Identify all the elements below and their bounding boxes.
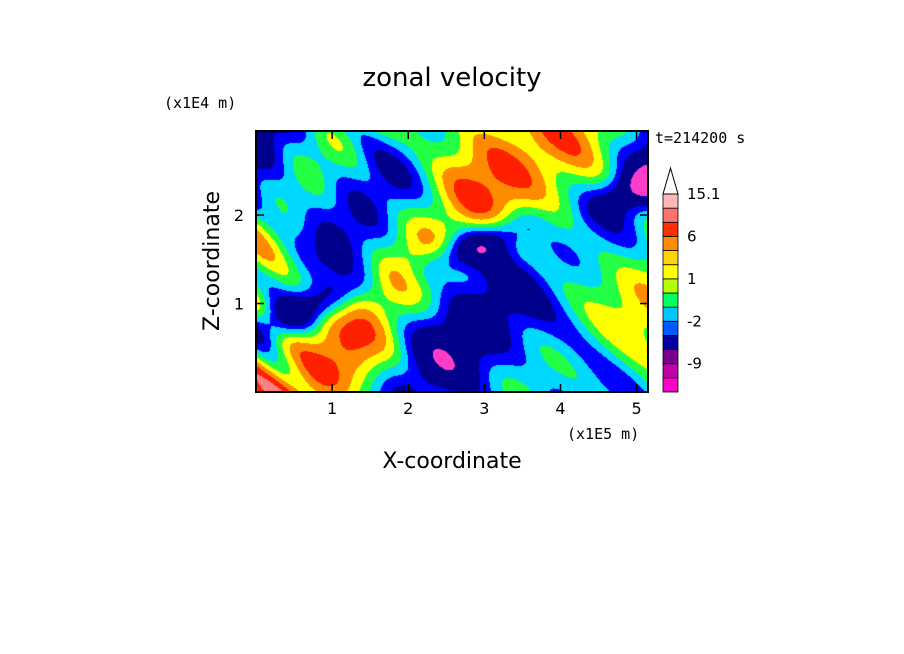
heatmap-field — [256, 131, 648, 392]
heatmap-image — [256, 131, 648, 392]
x-scale-label: (x1E5 m) — [567, 425, 639, 443]
chart-title: zonal velocity — [362, 63, 541, 93]
colorbar-tick-label: -9 — [687, 355, 702, 373]
colorbar-swatch — [662, 292, 679, 308]
colorbar: 15.1 6 1 -2 -9 — [662, 166, 720, 393]
colorbar-tick-label: 15.1 — [687, 185, 720, 203]
colorbar-tick-label: 6 — [687, 227, 697, 245]
colorbar-swatch — [662, 207, 679, 223]
x-tick-label: 5 — [631, 399, 641, 418]
plot-frame — [255, 130, 649, 393]
colorbar-swatch — [662, 278, 679, 294]
colorbar-swatch — [662, 363, 679, 379]
y-axis: 12 — [234, 206, 648, 314]
x-tick-label: 4 — [555, 399, 565, 418]
time-label: t=214200 s — [655, 129, 745, 147]
colorbar-swatch — [662, 264, 679, 280]
colorbar-swatch — [662, 320, 679, 336]
y-tick-label: 2 — [234, 206, 244, 225]
colorbar-tick-label: 1 — [687, 270, 697, 288]
colorbar-swatch — [662, 349, 679, 365]
y-axis-label: Z-coordinate — [200, 191, 225, 331]
colorbar-swatch — [662, 193, 679, 209]
colorbar-swatch — [662, 335, 679, 350]
x-axis: 1 2 3 4 5 — [327, 131, 642, 418]
x-tick-label: 1 — [327, 399, 337, 418]
colorbar-swatch — [662, 221, 679, 237]
x-axis-label: X-coordinate — [382, 449, 521, 474]
x-tick-label: 2 — [403, 399, 413, 418]
colorbar-swatch — [662, 236, 679, 251]
y-tick-label: 1 — [234, 295, 244, 314]
colorbar-swatch — [662, 306, 679, 322]
colorbar-swatch — [662, 377, 679, 393]
x-tick-label: 3 — [479, 399, 489, 418]
colorbar-tick-label: -2 — [687, 312, 702, 330]
colorbar-extend-arrow — [662, 166, 679, 195]
colorbar-swatch — [662, 250, 679, 266]
y-scale-label: (x1E4 m) — [164, 94, 236, 112]
